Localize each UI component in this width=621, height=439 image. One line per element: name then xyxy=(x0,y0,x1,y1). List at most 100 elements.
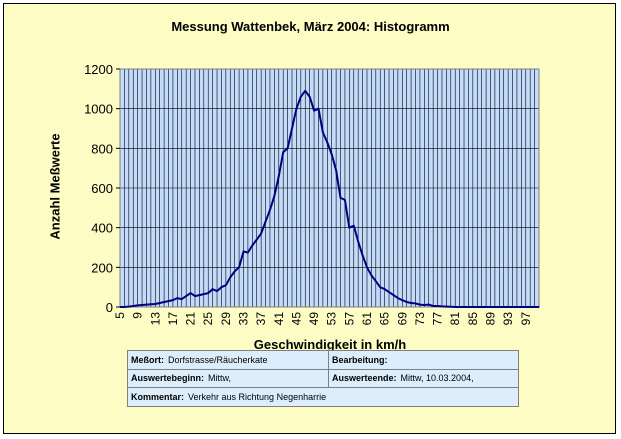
data-point xyxy=(181,298,183,300)
x-tick-label: 81 xyxy=(448,312,462,326)
x-tick-label: 13 xyxy=(148,312,162,326)
data-point xyxy=(397,297,399,299)
data-series xyxy=(119,89,540,308)
data-point xyxy=(309,96,311,98)
x-tick-label: 77 xyxy=(431,312,445,326)
auswertebeginn-value: Mittw, xyxy=(208,373,232,384)
data-point xyxy=(137,304,139,307)
data-point xyxy=(401,299,403,301)
data-point xyxy=(441,305,443,308)
x-tick-label: 53 xyxy=(325,312,339,326)
data-point xyxy=(304,90,306,92)
data-point xyxy=(463,306,465,308)
data-point xyxy=(256,238,258,241)
series-line xyxy=(120,89,539,308)
data-point xyxy=(207,292,209,294)
data-point xyxy=(375,280,377,282)
data-point xyxy=(159,302,161,304)
data-point xyxy=(445,306,447,308)
x-tick-label: 57 xyxy=(342,312,356,326)
data-point xyxy=(344,199,346,201)
data-point xyxy=(388,291,390,293)
data-point xyxy=(269,209,271,211)
bearbeitung-cell: Bearbeitung: xyxy=(328,350,519,370)
data-point xyxy=(154,303,156,305)
data-point xyxy=(176,297,178,299)
plot-area xyxy=(119,68,540,308)
data-point xyxy=(450,306,452,308)
messort-cell: Meßort: Dorfstrasse/Räucherkate xyxy=(127,350,329,370)
data-point xyxy=(172,299,174,301)
x-tick-label: 69 xyxy=(395,312,409,326)
data-point xyxy=(229,276,231,278)
data-point xyxy=(313,110,315,112)
kommentar-label: Kommentar: xyxy=(131,392,185,403)
data-point xyxy=(234,270,236,272)
x-tick-label: 65 xyxy=(378,312,392,326)
auswerteende-value: Mittw, 10.03.2004, xyxy=(400,373,474,384)
data-point xyxy=(198,294,200,296)
data-point xyxy=(300,96,302,98)
auswerteende-cell: Auswerteende: Mittw, 10.03.2004, xyxy=(328,368,519,389)
x-tick-label: 89 xyxy=(483,312,497,326)
bearbeitung-label: Bearbeitung: xyxy=(332,354,388,365)
data-point xyxy=(331,153,333,155)
data-point xyxy=(507,306,509,308)
data-point xyxy=(123,306,126,308)
data-point xyxy=(436,305,439,307)
auswertebeginn-cell: Auswertebeginn: Mittw, xyxy=(127,368,329,389)
data-point xyxy=(538,306,540,308)
data-point xyxy=(242,250,245,253)
y-tick-label: 1200 xyxy=(84,62,113,77)
data-point xyxy=(189,292,192,294)
x-tick-label: 5 xyxy=(113,312,127,319)
data-point xyxy=(410,302,412,304)
kommentar-cell: Kommentar: Verkehr aus Richtung Negenharr… xyxy=(127,387,519,407)
x-tick-label: 45 xyxy=(289,312,303,326)
data-point xyxy=(459,306,461,308)
data-point xyxy=(317,108,320,110)
data-point xyxy=(525,306,527,308)
data-point xyxy=(406,301,408,303)
data-point xyxy=(128,306,130,308)
data-point xyxy=(282,151,284,153)
x-tick-label: 61 xyxy=(360,312,374,326)
info-row: Auswertebeginn: Mittw, Auswerteende: Mittw… xyxy=(127,368,519,389)
kommentar-value: Verkehr aus Richtung Negenharrie xyxy=(188,392,327,403)
data-point xyxy=(247,251,249,254)
y-tick-label: 1000 xyxy=(84,102,113,117)
data-point xyxy=(423,304,425,306)
y-tick-label: 0 xyxy=(106,300,113,315)
y-axis-label: Anzahl Meßwerte xyxy=(47,133,63,240)
data-point xyxy=(428,304,430,306)
data-point xyxy=(414,302,417,305)
x-tick-label: 93 xyxy=(501,312,515,326)
data-point xyxy=(467,306,470,308)
data-point xyxy=(291,127,293,130)
data-point xyxy=(212,288,214,290)
x-tick-label: 41 xyxy=(272,312,286,326)
data-point xyxy=(203,293,205,295)
data-point xyxy=(520,306,522,308)
data-point xyxy=(273,195,275,197)
data-point xyxy=(357,240,359,243)
data-point xyxy=(216,290,218,292)
info-table: Meßort: Dorfstrasse/Räucherkate Bearbeitu… xyxy=(127,350,519,407)
data-point xyxy=(132,305,134,307)
data-point xyxy=(533,306,536,308)
x-tick-label: 73 xyxy=(413,312,427,326)
x-tick-label: 33 xyxy=(236,312,250,326)
data-point xyxy=(485,306,487,308)
data-point xyxy=(150,303,152,305)
messort-label: Meßort: xyxy=(131,354,164,365)
data-point xyxy=(339,197,342,199)
data-point xyxy=(141,304,143,306)
chart-title: Messung Wattenbek, März 2004: Histogramm xyxy=(171,19,450,34)
data-point xyxy=(498,306,500,308)
x-tick-label: 37 xyxy=(254,312,268,326)
data-point xyxy=(145,304,148,306)
data-point xyxy=(353,225,355,227)
data-point xyxy=(238,266,240,268)
data-point xyxy=(287,147,289,149)
